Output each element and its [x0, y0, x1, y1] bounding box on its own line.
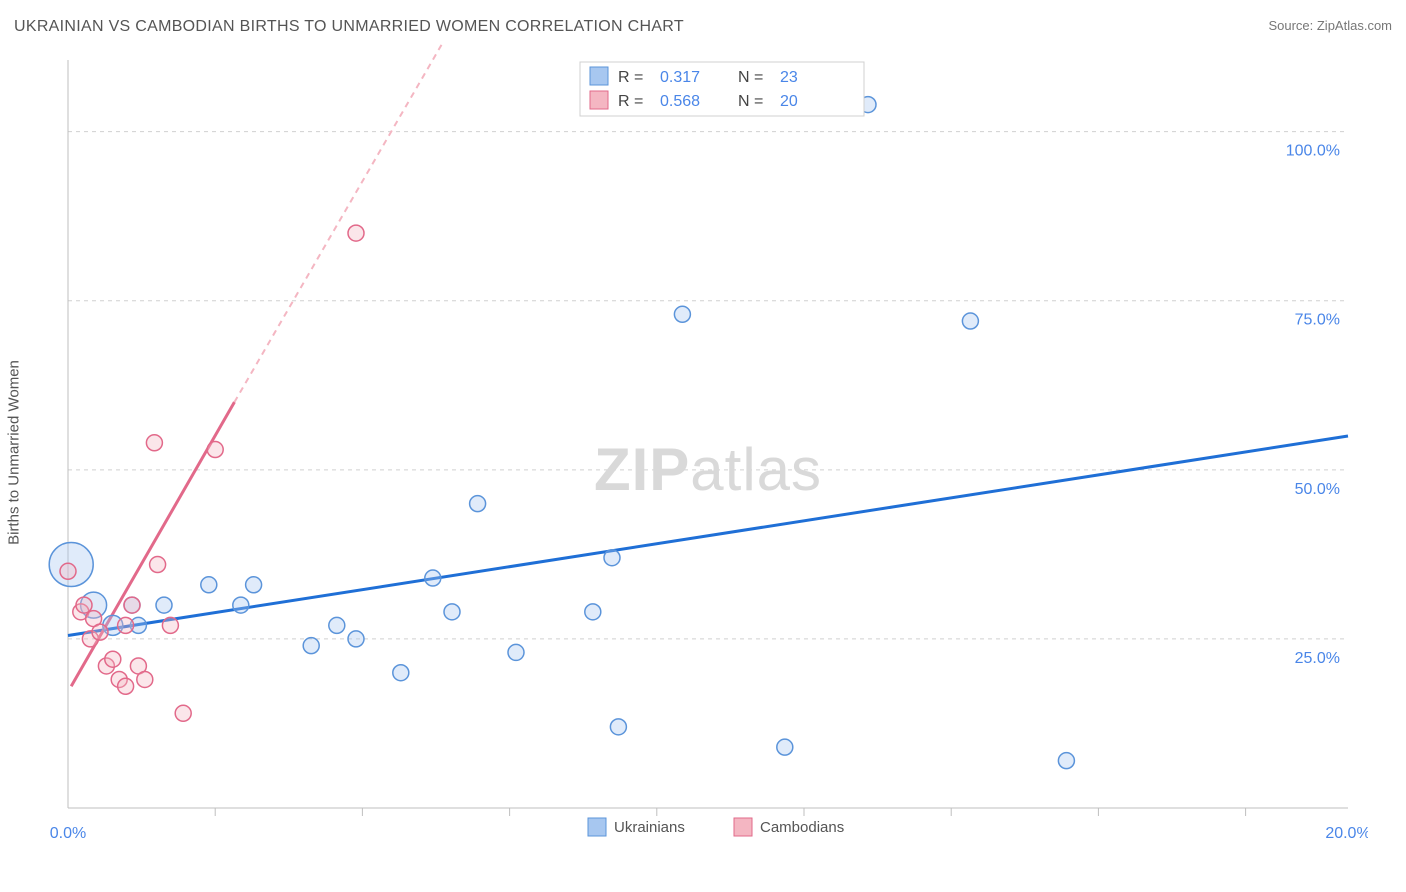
data-point: [118, 617, 134, 633]
data-point: [201, 577, 217, 593]
data-point: [470, 496, 486, 512]
data-point: [146, 435, 162, 451]
data-point: [585, 604, 601, 620]
data-point: [444, 604, 460, 620]
data-point: [348, 631, 364, 647]
svg-text:25.0%: 25.0%: [1295, 650, 1340, 667]
chart-header: UKRAINIAN VS CAMBODIAN BIRTHS TO UNMARRI…: [14, 18, 1392, 36]
svg-text:20: 20: [780, 93, 798, 110]
svg-text:0.0%: 0.0%: [50, 825, 86, 842]
data-point: [674, 306, 690, 322]
data-point: [150, 557, 166, 573]
data-point: [207, 442, 223, 458]
data-point: [118, 678, 134, 694]
data-point: [76, 597, 92, 613]
legend-swatch: [588, 818, 606, 836]
data-point: [508, 644, 524, 660]
data-point: [162, 617, 178, 633]
data-point: [610, 719, 626, 735]
data-point: [303, 638, 319, 654]
legend-label: Ukrainians: [614, 819, 685, 836]
svg-text:ZIPatlas: ZIPatlas: [594, 436, 822, 503]
y-axis-label: Births to Unmarried Women: [6, 360, 23, 545]
data-point: [175, 705, 191, 721]
chart-container: Births to Unmarried Women 25.0%50.0%75.0…: [44, 44, 1368, 844]
data-point: [604, 550, 620, 566]
scatter-chart: 25.0% 50.0% 75.0% 100.0% ZIPatlas 0.0% 20.0% R …: [44, 44, 1368, 844]
data-point: [105, 651, 121, 667]
data-point: [329, 617, 345, 633]
svg-text:N =: N =: [738, 93, 763, 110]
data-point: [156, 597, 172, 613]
data-point: [777, 739, 793, 755]
data-point: [137, 671, 153, 687]
data-point: [393, 665, 409, 681]
svg-text:N =: N =: [738, 69, 763, 86]
data-point: [962, 313, 978, 329]
svg-text:R =: R =: [618, 69, 643, 86]
svg-text:0.568: 0.568: [660, 93, 700, 110]
svg-text:20.0%: 20.0%: [1325, 825, 1368, 842]
svg-text:100.0%: 100.0%: [1286, 143, 1340, 160]
data-point: [1058, 753, 1074, 769]
legend-label: Cambodians: [760, 819, 844, 836]
legend-swatch: [734, 818, 752, 836]
svg-text:75.0%: 75.0%: [1295, 312, 1340, 329]
data-point: [60, 563, 76, 579]
data-point: [348, 225, 364, 241]
data-point: [124, 597, 140, 613]
data-point: [425, 570, 441, 586]
svg-text:23: 23: [780, 69, 798, 86]
data-point: [233, 597, 249, 613]
svg-text:R =: R =: [618, 93, 643, 110]
svg-text:50.0%: 50.0%: [1295, 481, 1340, 498]
data-point: [92, 624, 108, 640]
chart-source: Source: ZipAtlas.com: [1268, 18, 1392, 33]
svg-text:0.317: 0.317: [660, 69, 700, 86]
chart-title: UKRAINIAN VS CAMBODIAN BIRTHS TO UNMARRI…: [14, 18, 684, 36]
data-point: [246, 577, 262, 593]
